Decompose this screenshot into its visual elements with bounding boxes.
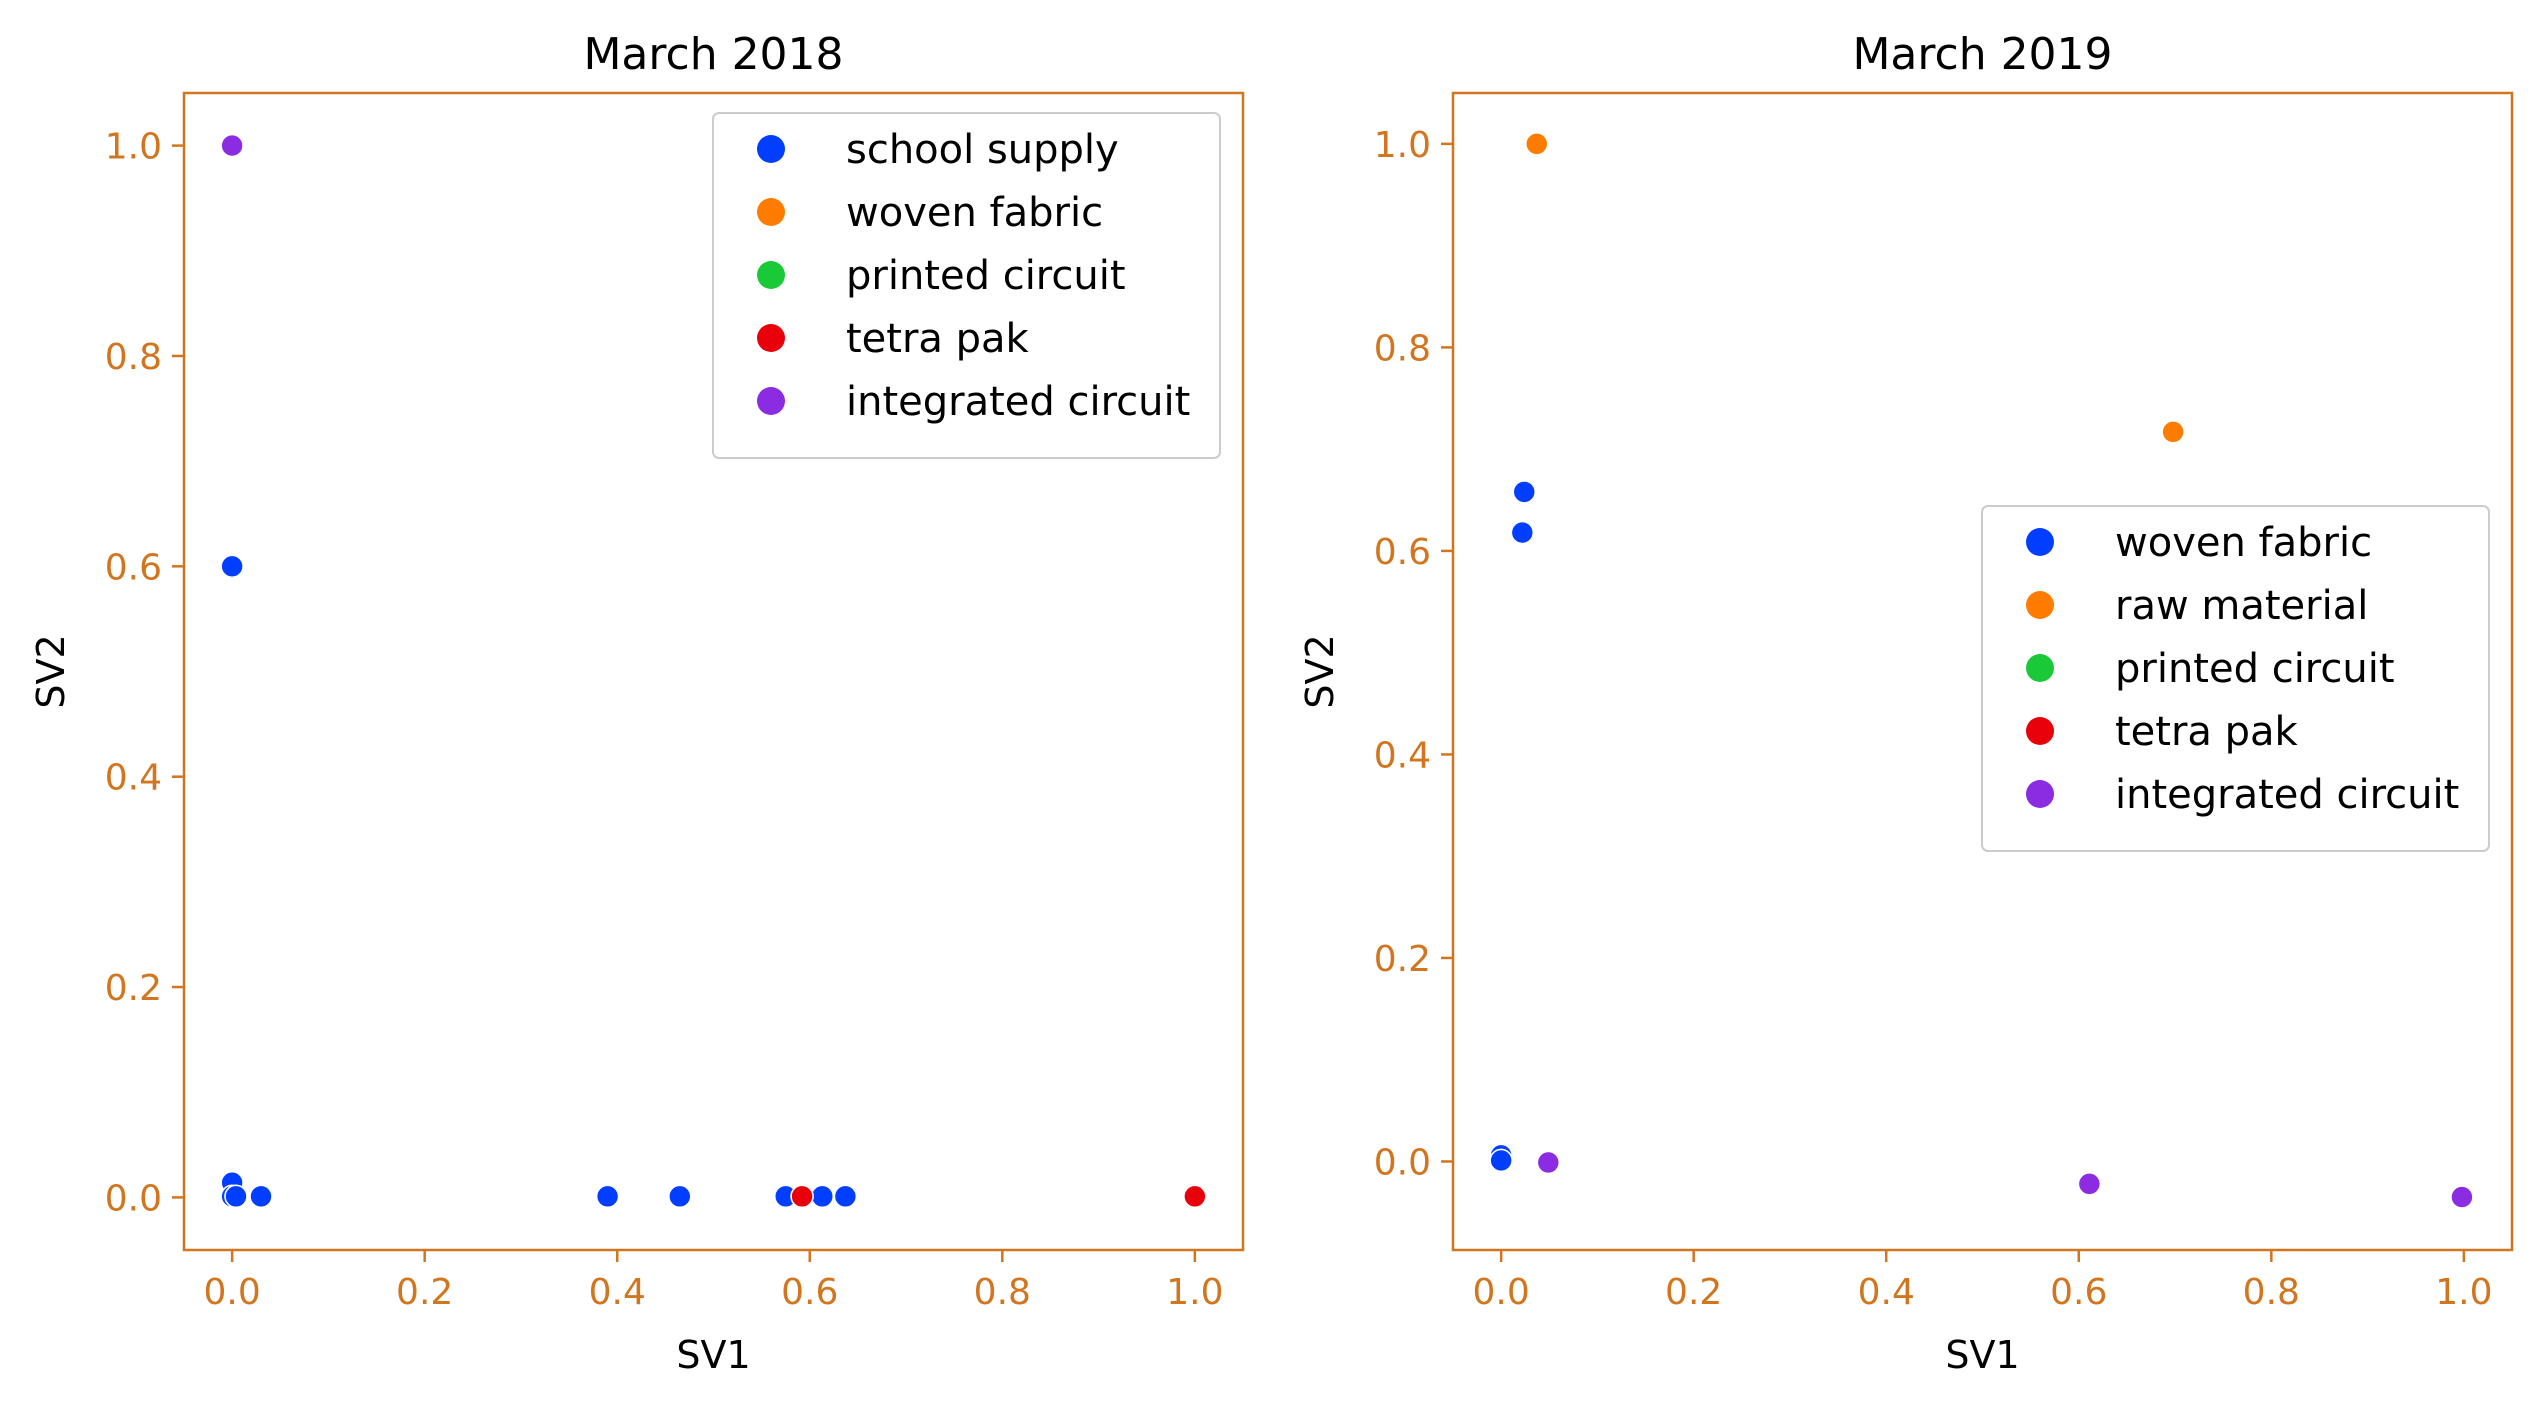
- legend-box: [1981, 505, 2490, 852]
- legend-label: school supply: [846, 127, 1119, 173]
- data-point: [1524, 132, 1549, 156]
- x-tick-label: 0.6: [2050, 1272, 2107, 1313]
- y-tick-label: 1.0: [1374, 125, 1431, 166]
- y-tick-label: 0.2: [105, 968, 162, 1009]
- legend-label: integrated circuit: [2115, 772, 2459, 818]
- chart-title: March 2018: [583, 29, 843, 80]
- x-tick-label: 0.8: [974, 1272, 1031, 1313]
- legend-label: tetra pak: [2115, 709, 2299, 755]
- y-tick-label: 0.8: [1374, 328, 1431, 369]
- y-tick-label: 0.2: [1374, 939, 1431, 980]
- y-axis-label: SV2: [29, 634, 73, 708]
- legend-marker: [2026, 780, 2054, 808]
- legend-marker: [757, 387, 785, 415]
- y-tick-label: 0.6: [1374, 532, 1431, 573]
- series-1: [1489, 480, 1537, 1173]
- legend-marker: [757, 261, 785, 289]
- data-point: [2161, 420, 2185, 444]
- legend-marker: [2026, 654, 2054, 682]
- chart-title: March 2019: [1852, 29, 2112, 80]
- chart-panel-1: March 2018 0.0 0.2 0.4 0.6 0.8 1.0 0.0 0.2 0.4 0.6…: [29, 29, 1245, 1377]
- x-tick-label: 0.2: [1665, 1272, 1722, 1313]
- data-point: [1512, 480, 1537, 504]
- series-4: [790, 1184, 1207, 1209]
- legend-marker: [2026, 591, 2054, 619]
- data-point: [1489, 1148, 1513, 1173]
- data-point: [1183, 1184, 1207, 1209]
- x-tick-label: 0.0: [204, 1272, 261, 1313]
- data-point: [220, 133, 244, 158]
- data-point: [2450, 1185, 2474, 1209]
- y-tick-label: 0.0: [105, 1178, 162, 1219]
- chart-panel-2: March 2019 0.0 0.2 0.4 0.6 0.8 1.0 0.0 0.2 0.4 0.6…: [1298, 29, 2514, 1377]
- legend-label: woven fabric: [846, 190, 1103, 236]
- series-2: [1524, 132, 2185, 444]
- x-tick-label: 1.0: [1166, 1272, 1223, 1313]
- legend-label: integrated circuit: [846, 379, 1190, 425]
- x-axis-label: SV1: [1945, 1333, 2019, 1377]
- legend-marker: [757, 198, 785, 226]
- x-tick-label: 0.6: [781, 1272, 838, 1313]
- legend-marker: [757, 324, 785, 352]
- series-5: [220, 133, 244, 158]
- x-tick-label: 0.0: [1473, 1272, 1530, 1313]
- y-tick-label: 0.4: [105, 758, 162, 799]
- data-point: [224, 1184, 248, 1209]
- y-axis-label: SV2: [1298, 634, 1342, 708]
- series-5: [1536, 1150, 2474, 1209]
- axes-frame: [182, 91, 1245, 1252]
- legend: school supply woven fabric printed circuit…: [712, 112, 1221, 459]
- data-point: [220, 554, 244, 579]
- legend-label: printed circuit: [846, 253, 1126, 299]
- y-tick-label: 0.0: [1374, 1142, 1431, 1183]
- data-point: [595, 1184, 620, 1209]
- data-point: [1536, 1150, 1561, 1175]
- x-tick-label: 0.4: [1858, 1272, 1915, 1313]
- data-point: [668, 1184, 692, 1209]
- x-tick-label: 0.4: [589, 1272, 646, 1313]
- legend-label: tetra pak: [846, 316, 1030, 362]
- legend-marker: [2026, 528, 2054, 556]
- legend-marker: [757, 135, 785, 163]
- data-point: [249, 1184, 273, 1209]
- data-point: [833, 1184, 858, 1209]
- data-point: [790, 1184, 814, 1209]
- series-1: [220, 554, 858, 1209]
- legend-box: [712, 112, 1221, 459]
- axes-frame: [1451, 91, 2514, 1252]
- data-point: [810, 1184, 835, 1209]
- legend-marker: [2026, 717, 2054, 745]
- legend-label: woven fabric: [2115, 520, 2372, 566]
- x-tick-label: 1.0: [2435, 1272, 2492, 1313]
- x-axis-label: SV1: [676, 1333, 750, 1377]
- y-tick-label: 0.6: [105, 547, 162, 588]
- y-tick-label: 0.4: [1374, 735, 1431, 776]
- y-tick-label: 1.0: [105, 127, 162, 168]
- y-tick-label: 0.8: [105, 337, 162, 378]
- x-tick-label: 0.8: [2243, 1272, 2300, 1313]
- data-point: [2077, 1172, 2102, 1196]
- x-tick-label: 0.2: [396, 1272, 453, 1313]
- legend-label: printed circuit: [2115, 646, 2395, 692]
- legend-label: raw material: [2115, 583, 2368, 629]
- data-point: [1510, 520, 1535, 545]
- legend: woven fabric raw material printed circuit t…: [1981, 505, 2490, 852]
